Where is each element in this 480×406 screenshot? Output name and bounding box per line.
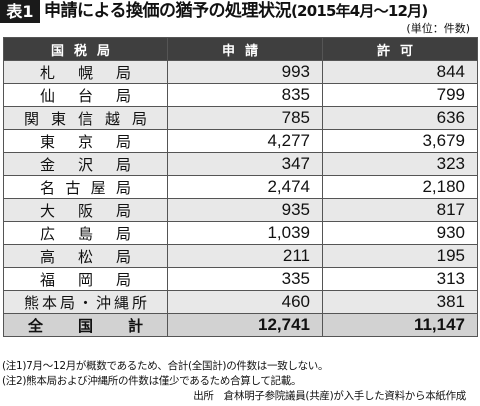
table-row: 福岡局 335 313	[3, 267, 478, 291]
table-row: 名古屋局 2,474 2,180	[3, 175, 478, 199]
notes: (注1)7月〜12月が概数であるため、合計(全国計)の件数は一致しない。 (注2…	[2, 359, 478, 404]
application-count-cell: 335	[167, 267, 323, 291]
approval-count-cell: 323	[322, 152, 478, 176]
table-row: 高松局 211 195	[3, 244, 478, 268]
page-title: 申請による換価の猶予の処理状況(2015年4月〜12月)	[44, 0, 428, 23]
approval-count-cell: 381	[322, 290, 478, 314]
table-body: 札幌局 993 844 仙台局 835 799 関東信越局 785 636 東京局 4,277 3,6…	[3, 60, 478, 337]
table-total-row: 全国計 12,741 11,147	[3, 313, 478, 337]
bureau-cell: 大阪局	[3, 198, 168, 222]
bureau-name: 札幌局	[40, 63, 131, 82]
bureau-cell: 名古屋局	[3, 175, 168, 199]
column-header-bureau: 国税局	[3, 37, 168, 61]
total-application-cell: 12,741	[167, 313, 323, 337]
bureau-name: 関東信越局	[24, 109, 147, 128]
header: 表1 申請による換価の猶予の処理状況(2015年4月〜12月) (単位：件数)	[0, 0, 480, 35]
table-row: 金沢局 347 323	[3, 152, 478, 176]
table-row: 仙台局 835 799	[3, 83, 478, 107]
approval-count-cell: 313	[322, 267, 478, 291]
table-row: 札幌局 993 844	[3, 60, 478, 84]
application-count-cell: 2,474	[167, 175, 323, 199]
table-row: 熊本局・沖縄所 460 381	[3, 290, 478, 314]
application-count-cell: 347	[167, 152, 323, 176]
table-badge: 表1	[0, 0, 40, 23]
column-header-approval: 許可	[322, 37, 478, 61]
application-count-cell: 993	[167, 60, 323, 84]
total-approval-cell: 11,147	[322, 313, 478, 337]
table-row: 広島局 1,039 930	[3, 221, 478, 245]
bureau-name: 仙台局	[40, 86, 131, 105]
bureau-cell: 熊本局・沖縄所	[3, 290, 168, 314]
total-name-cell: 全国計	[3, 313, 168, 337]
application-count-cell: 460	[167, 290, 323, 314]
approval-count-cell: 799	[322, 83, 478, 107]
approval-count-cell: 817	[322, 198, 478, 222]
bureau-name: 熊本局・沖縄所	[24, 293, 147, 312]
table-row: 大阪局 935 817	[3, 198, 478, 222]
bureau-cell: 関東信越局	[3, 106, 168, 130]
unit-label: (単位：件数)	[406, 22, 470, 35]
approval-count-cell: 3,679	[322, 129, 478, 153]
approval-count-cell: 844	[322, 60, 478, 84]
title-period: (2015年4月〜12月)	[291, 2, 428, 20]
bureau-name: 名古屋局	[40, 178, 131, 197]
source-note: 出所 倉林明子参院議員(共産)が入手した資料から本紙作成	[193, 390, 466, 402]
data-table: 国税局 申請 許可 札幌局 993 844 仙台局 835 799 関東信越局 785 636 東…	[3, 37, 478, 337]
approval-count-cell: 195	[322, 244, 478, 268]
column-header-application: 申請	[167, 37, 323, 61]
application-count-cell: 1,039	[167, 221, 323, 245]
approval-count-cell: 636	[322, 106, 478, 130]
bureau-name: 広島局	[40, 224, 131, 243]
bureau-cell: 高松局	[3, 244, 168, 268]
table-row: 東京局 4,277 3,679	[3, 129, 478, 153]
application-count-cell: 211	[167, 244, 323, 268]
note-1: (注1)7月〜12月が概数であるため、合計(全国計)の件数は一致しない。	[2, 360, 329, 372]
approval-count-cell: 2,180	[322, 175, 478, 199]
bureau-name: 大阪局	[40, 201, 131, 220]
application-count-cell: 4,277	[167, 129, 323, 153]
bureau-cell: 福岡局	[3, 267, 168, 291]
approval-count-cell: 930	[322, 221, 478, 245]
table-row: 関東信越局 785 636	[3, 106, 478, 130]
bureau-cell: 仙台局	[3, 83, 168, 107]
bureau-name: 東京局	[40, 132, 131, 151]
bureau-name: 金沢局	[40, 155, 131, 174]
bureau-cell: 札幌局	[3, 60, 168, 84]
bureau-cell: 東京局	[3, 129, 168, 153]
application-count-cell: 835	[167, 83, 323, 107]
total-name: 全国計	[28, 316, 143, 335]
bureau-name: 高松局	[40, 247, 131, 266]
application-count-cell: 785	[167, 106, 323, 130]
table-header-row: 国税局 申請 許可	[3, 37, 478, 61]
note-2: (注2)熊本局および沖縄所の件数は僅少であるため合算して記載。	[2, 375, 302, 387]
bureau-name: 福岡局	[40, 270, 131, 289]
application-count-cell: 935	[167, 198, 323, 222]
title-text: 申請による換価の猶予の処理状況	[44, 1, 292, 21]
bureau-cell: 金沢局	[3, 152, 168, 176]
bureau-cell: 広島局	[3, 221, 168, 245]
